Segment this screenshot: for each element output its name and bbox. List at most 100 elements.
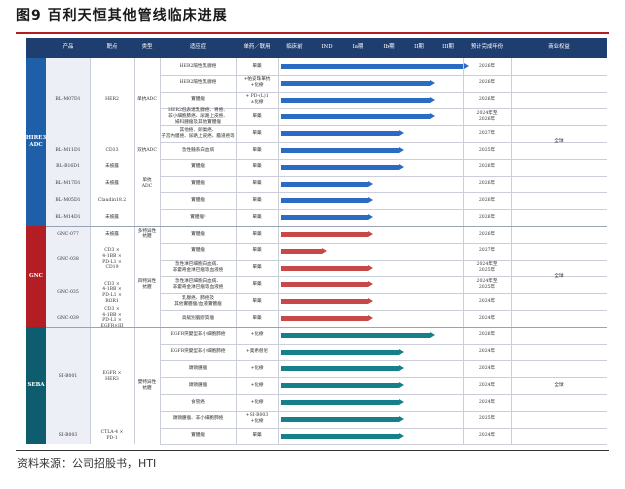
header-cell: 适应症 — [160, 38, 236, 58]
group-divider — [46, 226, 607, 227]
row-divider — [160, 427, 607, 429]
target: 未披露 — [105, 214, 119, 220]
phase-bar — [281, 298, 374, 305]
drug-type: 四特异性 抗體 — [137, 279, 157, 290]
indication: HER2陽性乳腺癌 — [179, 63, 217, 69]
regimen: + PD-(L)1 ±化療 — [245, 94, 269, 105]
indication: 頭頸腫瘤 — [188, 365, 208, 371]
indication: 實體瘤 — [191, 97, 205, 103]
company-3: SEBA — [26, 326, 46, 445]
completion-year: 2027年 — [478, 248, 496, 254]
regimen: 單藥 — [252, 63, 262, 69]
column-divider — [134, 58, 135, 445]
row-divider — [160, 192, 607, 194]
indication: 頭頸腫瘤、非小細胞肺癌 — [172, 416, 224, 422]
drug-type: 多特异性 抗體 — [137, 228, 157, 240]
column-divider — [90, 58, 91, 445]
indication: 實體瘤 — [191, 197, 205, 203]
target: 未披露 — [105, 181, 119, 187]
indication: HER2低表達乳腺癌、胃癌、 非小細胞肺癌、尿路上皮癌、 婦科腫瘤及其他實體瘤 — [168, 108, 228, 125]
drug-type: 单抗 ADC — [141, 178, 153, 189]
completion-year: 2026年 — [478, 181, 496, 187]
row-divider — [160, 259, 607, 261]
completion-year: 2024年 — [478, 433, 496, 439]
completion-year: 2024年 — [478, 399, 496, 405]
product-code: SI-B001 — [46, 326, 90, 428]
completion-year: 2026年 — [478, 332, 496, 338]
completion-year: 2026年 — [478, 97, 496, 103]
completion-year: 2025年 — [478, 147, 496, 153]
target: 未披露 — [105, 231, 119, 237]
source-note: 资料来源：公司招股书，HTI — [17, 457, 157, 470]
pipeline-table: 产品 靶点 类型 适应症 单药／联用 临床前 IND Ia期 Ib期 II期 III期 预计完成年份商… — [26, 38, 607, 448]
regimen: 單藥 — [252, 298, 262, 304]
row-divider — [160, 209, 607, 211]
company-1: HIRE3 ADC — [26, 58, 46, 226]
phase-bar — [281, 264, 374, 271]
phase-bar — [281, 382, 405, 389]
commercial-rights: 全球 — [554, 139, 564, 145]
header-cell: 靶点 — [90, 38, 134, 58]
title-rule — [16, 32, 609, 34]
header-cell: Ia期 — [343, 38, 373, 58]
regimen: +奧希替尼 — [245, 349, 269, 355]
regimen: +化療 — [250, 399, 264, 405]
product-code: BL-M17D1 — [46, 175, 90, 193]
completion-year: 2026年 — [478, 214, 496, 220]
indication: 急性淋巴細胞白血病、 非霍奇金淋巴瘤等血液癌 — [172, 279, 224, 290]
phase-bar — [281, 365, 405, 372]
completion-year: 2026年 — [478, 164, 496, 170]
target: CD3 × 4-1BB × PD-L1 × ROR1 — [102, 281, 122, 304]
regimen: 單藥 — [252, 197, 262, 203]
phase-bar — [281, 180, 374, 187]
phase-bar — [281, 146, 405, 153]
row-divider — [160, 175, 607, 177]
row-divider — [160, 125, 607, 127]
commercial-rights: 全球 — [554, 382, 564, 388]
phase-bar — [281, 415, 405, 422]
completion-year: 2026年 — [478, 231, 496, 237]
target: EGFR × HER3 — [102, 371, 122, 383]
row-divider — [160, 293, 607, 295]
product-code: GNC-077 — [46, 226, 90, 243]
product-code: BL-B16D1 — [46, 158, 90, 176]
header-cell: II期 — [405, 38, 433, 58]
phase-bar — [281, 398, 405, 405]
header-cell: 预计完成年份 — [463, 38, 511, 58]
indication: 頭頸腫瘤 — [188, 382, 208, 388]
target: CD3 × 4-1BB × PD-L1 × EGFR×III — [100, 306, 124, 330]
regimen: +化療 — [250, 382, 264, 388]
drug-type: 雙特异性 抗體 — [137, 379, 157, 391]
header-cell: 商业权益 — [511, 38, 607, 58]
row-divider — [160, 310, 607, 311]
source-rule — [16, 450, 609, 451]
phase-bar — [281, 247, 328, 254]
regimen: +帕妥珠單抗 +化療 — [243, 77, 271, 89]
regimen: 單藥 — [252, 248, 262, 254]
completion-year: 2026年 — [478, 197, 496, 203]
completion-year: 2024年 — [478, 365, 496, 371]
header-cell: IND — [311, 38, 343, 58]
target: HER2 — [105, 97, 119, 103]
indication: EGFR突變型非小細胞肺癌 — [170, 332, 226, 338]
drug-type: 双抗ADC — [137, 147, 157, 153]
header-cell: 临床前 — [278, 38, 311, 58]
phase-bar — [281, 214, 374, 221]
regimen: +SI-B003 +化療 — [245, 413, 269, 425]
indication: 實體瘤 — [191, 231, 205, 237]
row-divider — [160, 410, 607, 412]
indication: 急性淋巴細胞白血病、 非霍奇金淋巴瘤等血液癌 — [172, 262, 224, 273]
phase-bar — [281, 331, 436, 338]
column-divider — [236, 58, 237, 445]
group-divider — [46, 326, 607, 328]
header-cell: 单药／联用 — [236, 38, 278, 58]
row-divider — [160, 74, 607, 76]
product-code: BL-M14D1 — [46, 209, 90, 226]
row-divider — [160, 276, 607, 278]
regimen: +化療 — [250, 332, 264, 338]
target: 未披露 — [105, 164, 119, 170]
target: Claudin18.2 — [97, 197, 127, 203]
row-divider — [160, 108, 607, 110]
completion-year: 2024年至 2025年 — [476, 279, 498, 290]
completion-year: 2025年 — [478, 416, 496, 422]
